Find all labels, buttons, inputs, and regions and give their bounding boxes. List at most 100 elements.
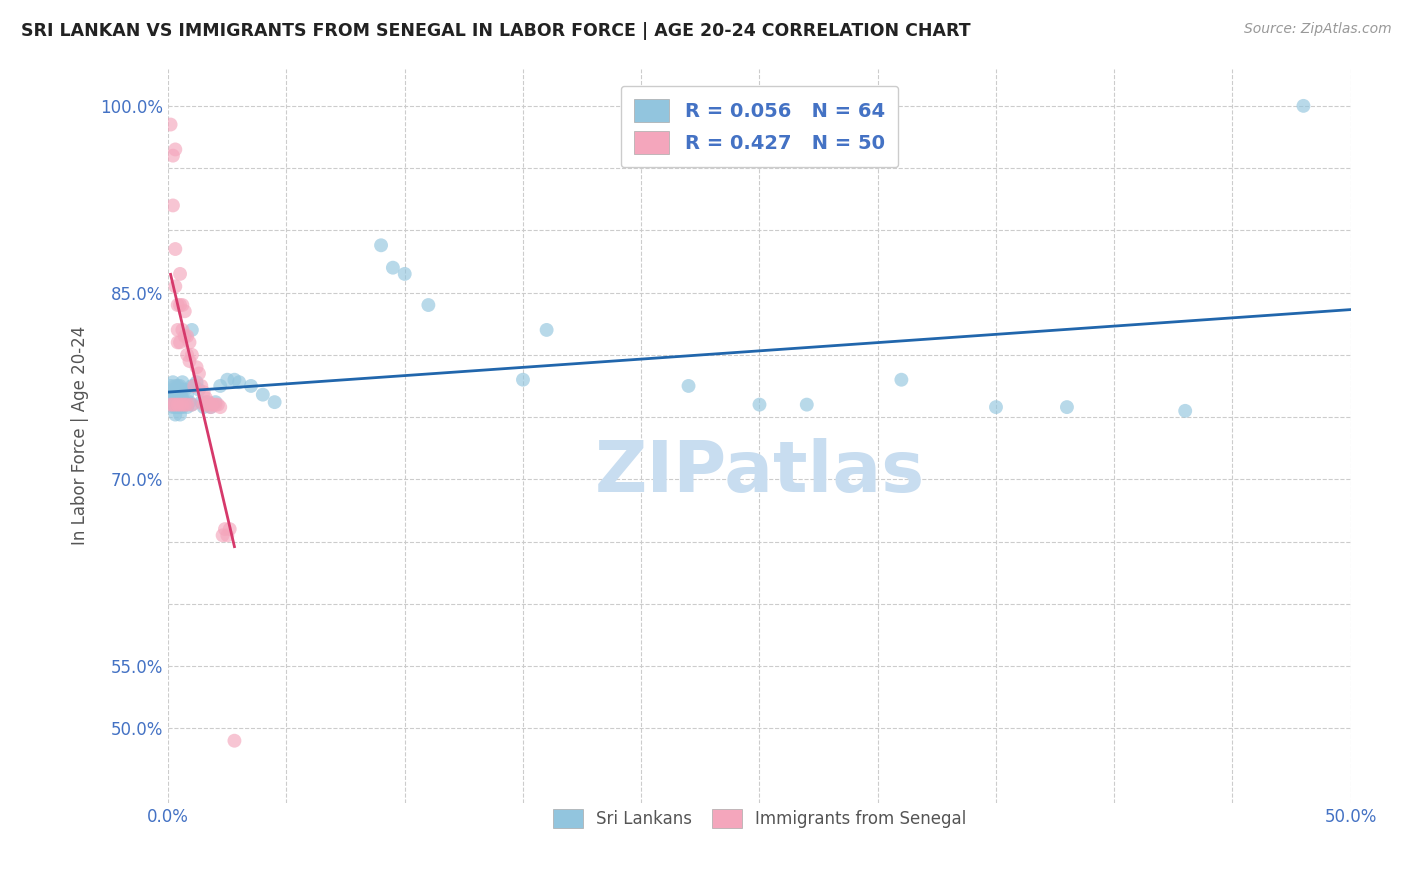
Point bbox=[165, 242, 187, 256]
Point bbox=[211, 528, 233, 542]
Point bbox=[263, 395, 285, 409]
Point bbox=[183, 379, 205, 393]
Point bbox=[512, 373, 534, 387]
Point bbox=[176, 387, 198, 401]
Point bbox=[204, 395, 226, 409]
Point bbox=[209, 379, 232, 393]
Point bbox=[176, 348, 198, 362]
Point bbox=[169, 398, 191, 412]
Point bbox=[172, 383, 194, 397]
Point bbox=[165, 279, 187, 293]
Point bbox=[166, 379, 188, 393]
Point bbox=[179, 354, 201, 368]
Point bbox=[180, 398, 202, 412]
Point bbox=[193, 398, 215, 412]
Point bbox=[173, 304, 195, 318]
Point bbox=[169, 398, 191, 412]
Point bbox=[228, 375, 250, 389]
Point bbox=[536, 323, 558, 337]
Point bbox=[162, 198, 184, 212]
Point bbox=[190, 379, 212, 393]
Point bbox=[186, 360, 208, 375]
Point bbox=[190, 395, 212, 409]
Point bbox=[195, 392, 218, 406]
Point bbox=[165, 143, 187, 157]
Point bbox=[173, 329, 195, 343]
Point bbox=[796, 398, 818, 412]
Point bbox=[890, 373, 912, 387]
Point bbox=[176, 329, 198, 343]
Point bbox=[169, 335, 191, 350]
Point bbox=[984, 400, 1007, 414]
Point bbox=[162, 400, 184, 414]
Point bbox=[217, 528, 239, 542]
Point bbox=[166, 335, 188, 350]
Point bbox=[173, 398, 195, 412]
Point bbox=[172, 398, 194, 412]
Text: Source: ZipAtlas.com: Source: ZipAtlas.com bbox=[1244, 22, 1392, 37]
Point bbox=[252, 387, 274, 401]
Point bbox=[173, 395, 195, 409]
Point bbox=[169, 298, 191, 312]
Text: SRI LANKAN VS IMMIGRANTS FROM SENEGAL IN LABOR FORCE | AGE 20-24 CORRELATION CHA: SRI LANKAN VS IMMIGRANTS FROM SENEGAL IN… bbox=[21, 22, 970, 40]
Point bbox=[166, 387, 188, 401]
Point bbox=[162, 398, 184, 412]
Point bbox=[188, 367, 211, 381]
Point bbox=[159, 379, 181, 393]
Point bbox=[418, 298, 440, 312]
Point bbox=[200, 400, 222, 414]
Point bbox=[162, 383, 184, 397]
Point bbox=[165, 398, 187, 412]
Point bbox=[240, 379, 263, 393]
Point bbox=[748, 398, 770, 412]
Point bbox=[1292, 99, 1315, 113]
Point bbox=[169, 385, 191, 400]
Point bbox=[209, 400, 232, 414]
Point bbox=[165, 387, 187, 401]
Point bbox=[195, 398, 218, 412]
Text: ZIPatlas: ZIPatlas bbox=[595, 438, 925, 507]
Point bbox=[394, 267, 416, 281]
Point bbox=[195, 395, 218, 409]
Point bbox=[172, 375, 194, 389]
Point bbox=[218, 522, 240, 536]
Point bbox=[166, 298, 188, 312]
Point bbox=[159, 395, 181, 409]
Point bbox=[169, 408, 191, 422]
Point bbox=[172, 298, 194, 312]
Point bbox=[217, 373, 239, 387]
Point bbox=[165, 379, 187, 393]
Point bbox=[173, 383, 195, 397]
Point bbox=[162, 375, 184, 389]
Point bbox=[172, 395, 194, 409]
Point bbox=[165, 408, 187, 422]
Point bbox=[180, 348, 202, 362]
Point bbox=[166, 400, 188, 414]
Point bbox=[166, 323, 188, 337]
Point bbox=[224, 373, 246, 387]
Point bbox=[370, 238, 392, 252]
Point bbox=[162, 392, 184, 406]
Point bbox=[169, 267, 191, 281]
Point bbox=[180, 323, 202, 337]
Point bbox=[207, 398, 229, 412]
Point bbox=[172, 392, 194, 406]
Point bbox=[166, 395, 188, 409]
Point bbox=[214, 522, 236, 536]
Point bbox=[193, 385, 215, 400]
Point bbox=[200, 398, 222, 412]
Point bbox=[197, 395, 219, 409]
Point bbox=[200, 400, 222, 414]
Point bbox=[169, 400, 191, 414]
Point bbox=[159, 398, 181, 412]
Point bbox=[179, 395, 201, 409]
Point bbox=[183, 379, 205, 393]
Point bbox=[204, 398, 226, 412]
Point bbox=[165, 400, 187, 414]
Point bbox=[176, 398, 198, 412]
Point bbox=[202, 398, 225, 412]
Point bbox=[169, 392, 191, 406]
Point bbox=[186, 375, 208, 389]
Point bbox=[169, 379, 191, 393]
Point bbox=[159, 118, 181, 132]
